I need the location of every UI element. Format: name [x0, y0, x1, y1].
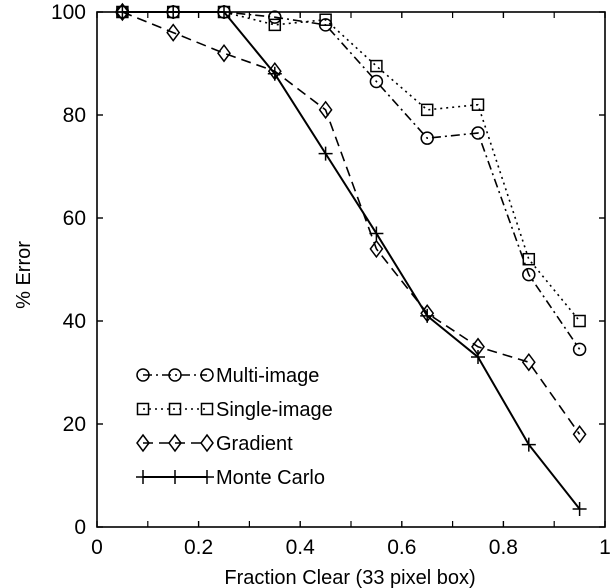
y-tick-label: 80 — [63, 104, 86, 127]
data-point-circle — [268, 10, 282, 24]
legend-entry: Single-image — [136, 399, 333, 421]
data-point-plus — [369, 226, 384, 241]
series-line — [122, 11, 581, 350]
data-point-plus — [521, 437, 536, 452]
legend-label: Multi-image — [216, 365, 319, 387]
legend-swatch-marker — [168, 402, 182, 416]
y-tick-label: 20 — [63, 413, 86, 436]
data-point-circle — [369, 74, 384, 89]
legend: Multi-image Single-image Gradient Monte Car… — [136, 365, 333, 489]
data-point-plus — [318, 146, 333, 161]
data-point-plus — [166, 5, 181, 19]
legend-label: Monte Carlo — [216, 467, 325, 489]
data-point-square — [471, 98, 485, 111]
axis-ticks — [96, 11, 606, 528]
data-point-plus — [471, 350, 485, 365]
data-point-circle — [522, 267, 536, 282]
x-tick-label: 0 — [91, 536, 103, 559]
data-point-plus — [115, 5, 130, 19]
data-point-diamond — [572, 425, 587, 444]
series-line — [122, 11, 581, 435]
data-point-diamond — [369, 239, 384, 259]
legend-label: Single-image — [216, 399, 333, 421]
data-point-plus — [572, 501, 587, 516]
x-axis-label: Fraction Clear (33 pixel box) — [224, 567, 475, 588]
data-point-diamond — [217, 43, 231, 63]
legend-swatch-marker — [136, 470, 150, 484]
data-point-circle — [420, 131, 434, 145]
data-point-square — [370, 59, 383, 73]
y-axis-label: % Error — [13, 241, 35, 309]
legend-swatch-marker — [168, 433, 182, 453]
data-point-plus — [267, 66, 282, 81]
data-point-circle — [572, 342, 587, 357]
legend-swatch-marker — [200, 368, 214, 382]
y-tick-label: 0 — [74, 516, 86, 539]
legend-swatch-marker — [200, 433, 214, 453]
legend-label: Gradient — [216, 433, 293, 455]
data-point-diamond — [115, 2, 130, 22]
legend-swatch-marker — [168, 470, 182, 484]
legend-swatch-marker — [136, 402, 150, 416]
data-point-square — [522, 252, 536, 266]
x-tick-label: 0.4 — [286, 536, 316, 559]
series-monte-carlo — [115, 5, 587, 516]
data-point-diamond — [318, 100, 333, 120]
legend-entry: Gradient — [136, 433, 293, 455]
y-tick-label: 60 — [63, 207, 86, 230]
legend-swatch-marker — [136, 368, 150, 382]
tick-labels: 0 0.2 0.4 0.6 0.8 1 0 20 40 60 80 100 — [51, 1, 611, 559]
data-point-plus — [420, 308, 435, 323]
series-line — [122, 11, 581, 322]
legend-entry: Multi-image — [136, 365, 319, 387]
data-point-diamond — [166, 23, 181, 42]
data-point-square — [573, 314, 586, 328]
data-point-square — [319, 13, 332, 26]
y-tick-label: 40 — [63, 310, 86, 333]
legend-swatch-marker — [200, 402, 214, 416]
series-layer — [115, 2, 587, 516]
data-point-plus — [217, 5, 231, 19]
legend-swatch-marker — [200, 470, 214, 484]
data-point-square — [420, 103, 434, 117]
series-multi-image — [115, 5, 587, 357]
y-tick-label: 100 — [51, 1, 86, 24]
data-point-circle — [471, 126, 485, 140]
legend-swatch-marker — [168, 368, 182, 382]
legend-entry: Monte Carlo — [136, 467, 325, 489]
x-tick-label: 1 — [599, 536, 611, 559]
series-single-image — [116, 5, 586, 328]
series-gradient — [115, 2, 587, 444]
legend-swatch-marker — [136, 433, 150, 453]
x-tick-label: 0.6 — [387, 536, 416, 559]
data-point-diamond — [521, 352, 536, 372]
series-line — [122, 11, 581, 510]
x-tick-label: 0.2 — [184, 536, 213, 559]
x-tick-label: 0.8 — [489, 536, 518, 559]
data-point-square — [268, 18, 282, 32]
